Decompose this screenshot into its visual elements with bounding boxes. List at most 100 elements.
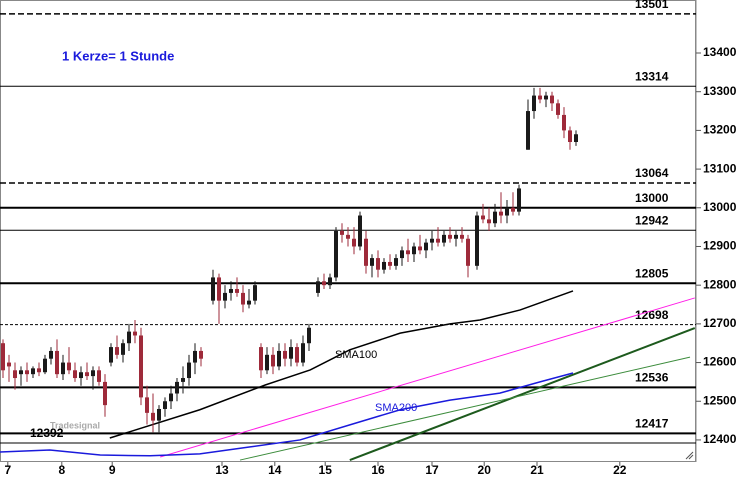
candle-body	[412, 246, 416, 255]
y-tick-label: 13000	[703, 200, 737, 214]
y-tick-label: 12900	[703, 239, 737, 253]
candle-body	[271, 354, 275, 367]
candle-body	[382, 261, 386, 270]
candle-body	[37, 368, 41, 373]
candle-body	[73, 370, 77, 379]
candle-body	[115, 347, 119, 355]
candle-body	[346, 234, 350, 239]
level-label: 13314	[635, 69, 669, 83]
level-label: 12536	[635, 370, 669, 384]
candle-body	[181, 378, 185, 382]
candle-body	[61, 362, 65, 375]
level-label: 13000	[635, 191, 669, 205]
candle-body	[169, 393, 173, 402]
x-tick-label: 22	[613, 463, 627, 477]
x-tick-label: 15	[319, 463, 333, 477]
candle-body	[400, 250, 404, 259]
candle-body	[241, 292, 245, 305]
candle-body	[7, 362, 11, 367]
y-tick-label: 12500	[703, 393, 737, 407]
candle-body	[538, 95, 542, 100]
candle-body	[133, 331, 137, 336]
candle-body	[424, 242, 428, 251]
y-tick-label: 12400	[703, 432, 737, 446]
candle-body	[109, 347, 113, 363]
level-label: 12942	[635, 213, 669, 227]
x-tick-label: 9	[109, 463, 116, 477]
candle-body	[49, 350, 53, 359]
level-label: 12698	[635, 308, 669, 322]
candle-body	[511, 207, 515, 212]
level-label: 12805	[635, 266, 669, 280]
candle-body	[91, 370, 95, 377]
y-tick-label: 13400	[703, 45, 737, 59]
x-tick-label: 14	[268, 463, 282, 477]
candle-body	[517, 188, 521, 212]
candle-body	[418, 246, 422, 251]
candle-body	[499, 211, 503, 216]
candle-body	[55, 350, 59, 375]
candle-body	[193, 350, 197, 363]
candle-body	[121, 343, 125, 355]
candle-body	[562, 114, 566, 131]
line-label: SMA200	[375, 402, 417, 414]
candle-body	[340, 231, 344, 235]
candle-body	[235, 289, 239, 293]
candle-body	[556, 103, 560, 115]
moving-average	[109, 290, 574, 439]
candle-body	[406, 250, 410, 255]
trendline	[239, 356, 691, 461]
candle-body	[328, 277, 332, 286]
candle-body	[352, 238, 356, 247]
candle-body	[85, 372, 89, 377]
candle-body	[376, 258, 380, 270]
level-label: 12392	[30, 426, 64, 440]
candle-body	[394, 258, 398, 266]
candle-body	[127, 331, 131, 344]
candle-body	[25, 370, 29, 375]
candle-body	[466, 238, 470, 266]
x-tick-label: 16	[371, 463, 385, 477]
resize-icon	[685, 451, 694, 460]
candle-body	[316, 281, 320, 293]
candle-body	[364, 238, 368, 266]
candle-body	[493, 211, 497, 224]
x-tick-label: 13	[215, 463, 229, 477]
candle-body	[505, 207, 509, 216]
candle-body	[532, 95, 536, 112]
candle-body	[526, 111, 530, 150]
candle-body	[265, 354, 269, 371]
candle-body	[229, 289, 233, 293]
candle-body	[151, 412, 155, 421]
candle-body	[175, 381, 179, 394]
candle-body	[211, 277, 215, 301]
candle-body	[430, 238, 434, 243]
candle-body	[139, 335, 143, 398]
candle-body	[334, 231, 338, 278]
candle-body	[163, 401, 167, 409]
trendline	[160, 297, 695, 458]
y-tick-label: 13100	[703, 161, 737, 175]
level-label: 12417	[635, 417, 669, 431]
candle-body	[247, 300, 251, 305]
candle-body	[481, 215, 485, 220]
candle-body	[79, 372, 83, 379]
moving-average	[0, 372, 574, 457]
y-tick-label: 13200	[703, 123, 737, 137]
candle-body	[301, 343, 305, 363]
candle-body	[283, 350, 287, 359]
y-tick-label: 12600	[703, 355, 737, 369]
line-label: SMA100	[335, 349, 377, 361]
candle-body	[574, 134, 578, 143]
level-label: 13064	[635, 166, 669, 180]
candle-body	[388, 261, 392, 266]
candle-body	[307, 327, 311, 344]
candle-body	[475, 215, 479, 266]
candle-body	[157, 408, 161, 421]
watermark: Tradesignal	[50, 420, 100, 430]
x-tick-label: 20	[478, 463, 492, 477]
candle-body	[223, 292, 227, 301]
candle-body	[31, 368, 35, 375]
y-tick-label: 13300	[703, 84, 737, 98]
